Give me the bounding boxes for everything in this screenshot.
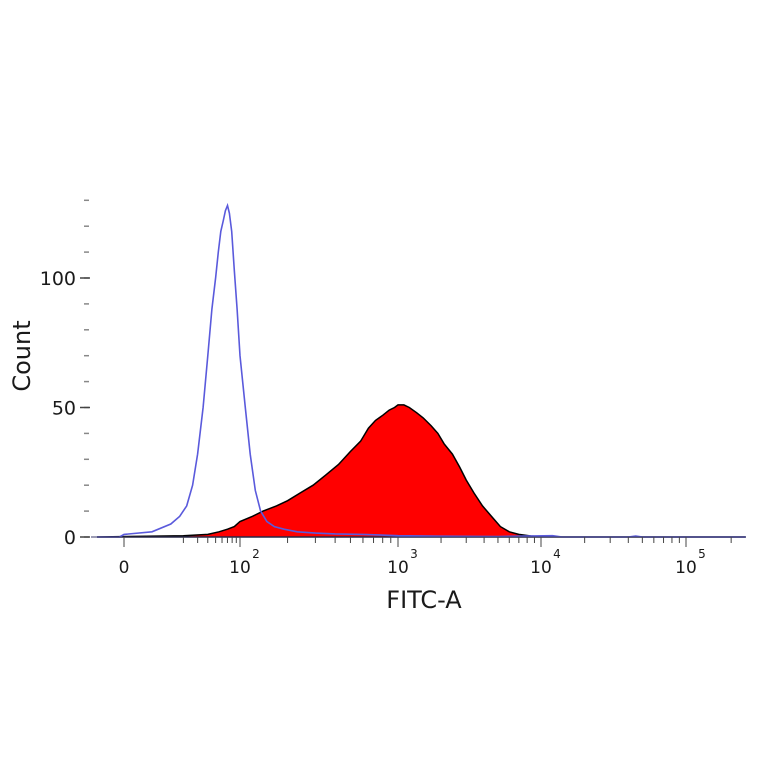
y-tick-label: 100 [40,268,76,290]
x-tick-exponent: 3 [410,547,418,561]
x-tick-label: 10 [229,558,251,578]
x-tick-label: 10 [530,558,552,578]
x-tick-exponent: 5 [698,547,706,561]
y-axis: 0 50 100 [40,199,90,549]
y-tick-label: 50 [52,398,76,420]
x-tick-label: 0 [119,558,130,578]
y-tick-label: 0 [64,527,76,549]
filled-histogram-series [96,404,746,538]
x-tick-label: 10 [675,558,697,578]
plot-area [91,202,746,538]
x-axis-label: FITC-A [386,586,462,614]
x-tick-exponent: 2 [252,547,260,561]
x-tick-label: 10 [387,558,409,578]
outline-histogram-series [97,202,746,538]
x-tick-exponent: 4 [553,547,561,561]
y-axis-label: Count [8,320,36,391]
